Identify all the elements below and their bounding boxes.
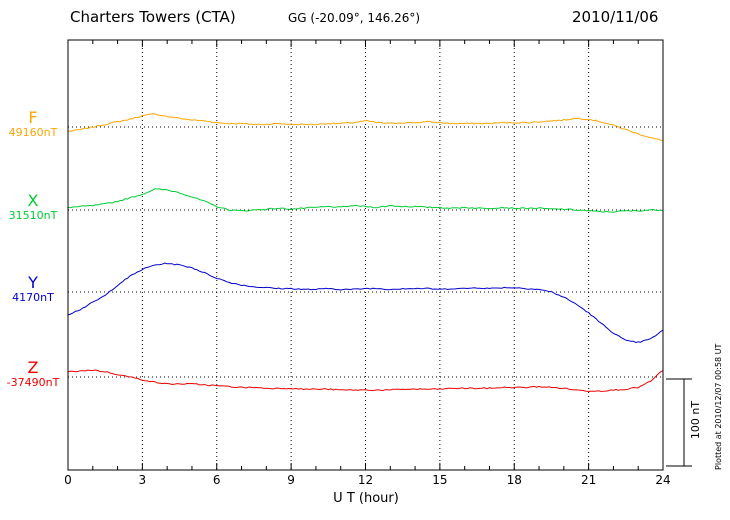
trace-Z: [67, 369, 664, 392]
x-tick-label-6: 6: [212, 473, 221, 487]
component-X-legend: X 31510nT: [0, 192, 66, 222]
station-coordinates: GG (-20.09°, 146.26°): [288, 11, 421, 25]
component-Z-baseline-value: -37490nT: [6, 375, 60, 389]
plot-frame: [67, 39, 664, 471]
component-Y-label: Y: [28, 273, 38, 292]
plot-date: 2010/11/06: [572, 8, 659, 26]
component-F-baseline-value: 49160nT: [8, 125, 58, 139]
x-tick-label-15: 15: [432, 473, 448, 487]
x-tick-label-9: 9: [287, 473, 295, 487]
x-tick-label-24: 24: [655, 473, 671, 487]
trace-X: [67, 188, 664, 213]
x-tick-label-18: 18: [506, 473, 522, 487]
component-Z-legend: Z -37490nT: [0, 359, 66, 389]
scale-bar-label: 100 nT: [689, 400, 702, 440]
plotted-at-note: Plotted at 2010/12/07 00:58 UT: [714, 343, 723, 470]
x-tick-label-21: 21: [580, 473, 597, 487]
trace-F: [68, 113, 664, 141]
x-tick-label-3: 3: [138, 473, 147, 487]
trace-Y: [67, 262, 664, 344]
x-tick-label-12: 12: [357, 473, 374, 487]
x-tick-label-0: 0: [64, 473, 72, 487]
station-title: Charters Towers (CTA): [70, 8, 236, 26]
component-F-label: F: [28, 108, 38, 127]
component-Y-baseline-value: 4170nT: [12, 290, 54, 304]
component-X-baseline-value: 31510nT: [8, 208, 58, 222]
component-Y-legend: Y 4170nT: [0, 274, 66, 304]
x-axis-label: U T (hour): [333, 491, 399, 506]
component-X-label: X: [27, 191, 39, 210]
component-Z-label: Z: [27, 358, 39, 377]
component-F-legend: F 49160nT: [0, 109, 66, 139]
